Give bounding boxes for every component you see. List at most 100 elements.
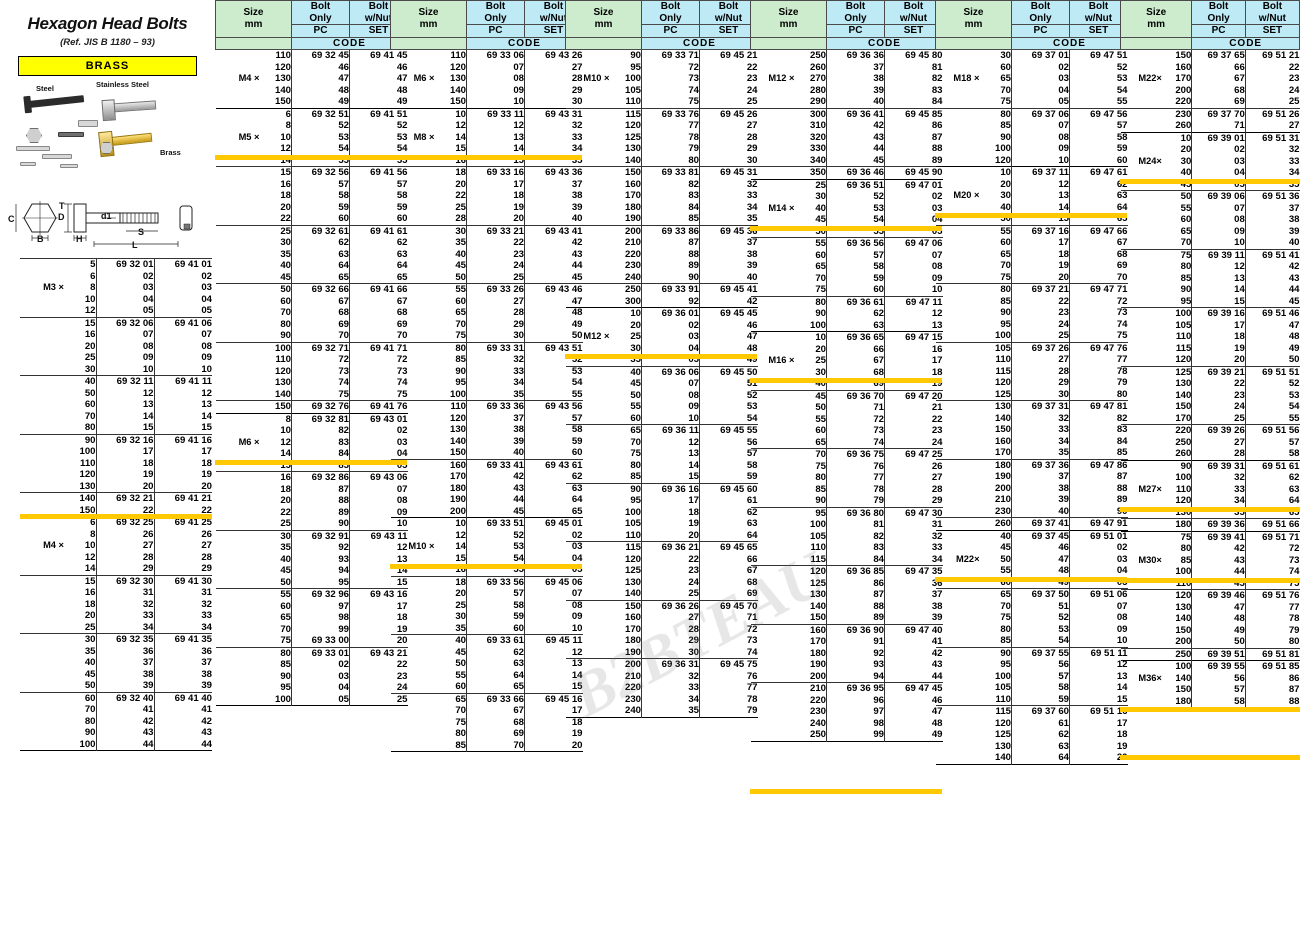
- table-row[interactable]: 5 69 32 01 69 41 01: [20, 258, 212, 271]
- table-row[interactable]: 60 02 52: [936, 61, 1128, 73]
- table-row[interactable]: 240 35 79: [566, 705, 758, 717]
- table-row[interactable]: 125 78 28: [566, 131, 758, 143]
- table-row[interactable]: 60 17 67: [936, 237, 1128, 249]
- table-row[interactable]: 65 69 33 66 69 45 16: [390, 692, 583, 705]
- table-row[interactable]: M6 × 130 08 28: [391, 73, 583, 85]
- table-row[interactable]: 80 69 69: [216, 318, 408, 330]
- table-row[interactable]: 115 28 78: [936, 365, 1128, 377]
- table-row[interactable]: 25 58 08: [391, 599, 583, 611]
- table-row[interactable]: 100 17 17: [20, 446, 212, 458]
- table-row[interactable]: 70 41 41: [20, 704, 212, 716]
- table-row[interactable]: 115 69 37 60 69 51 16: [935, 705, 1128, 718]
- table-row[interactable]: 110 27 77: [936, 354, 1128, 366]
- table-row[interactable]: 190 93 43: [751, 659, 943, 671]
- table-row[interactable]: 95 72 22: [566, 61, 758, 73]
- table-row[interactable]: 95 04 24: [216, 682, 408, 694]
- table-row[interactable]: M4 × 130 47 47: [216, 73, 408, 85]
- table-row[interactable]: 170 28 72: [566, 623, 758, 635]
- table-row[interactable]: 130 87 37: [751, 589, 943, 601]
- table-row[interactable]: 10 69 39 01 69 51 31: [1120, 131, 1300, 144]
- table-row[interactable]: 110 18 18: [20, 457, 212, 469]
- table-row[interactable]: 45 46 02: [936, 542, 1128, 554]
- table-row[interactable]: 210 32 76: [566, 670, 758, 682]
- table-row[interactable]: 40 69 36 06 69 45 50: [565, 365, 758, 378]
- table-row[interactable]: 125 86 36: [751, 577, 943, 589]
- table-row[interactable]: 120 77 27: [566, 120, 758, 132]
- table-row[interactable]: 75 69 39 11 69 51 41: [1120, 248, 1300, 261]
- table-row[interactable]: 150 57 87: [1121, 684, 1300, 696]
- table-row[interactable]: 230 34 78: [566, 693, 758, 705]
- table-row[interactable]: 100 25 75: [936, 330, 1128, 342]
- table-row[interactable]: 300 69 36 41 69 45 85: [750, 107, 943, 120]
- table-row[interactable]: 40 37 37: [20, 657, 212, 669]
- table-row[interactable]: 100 57 13: [936, 670, 1128, 682]
- table-row[interactable]: 25 90 10: [216, 518, 408, 530]
- table-row[interactable]: 20 66 16: [751, 343, 943, 355]
- table-row[interactable]: 40 14 64: [936, 201, 1128, 213]
- table-row[interactable]: 60 13 13: [20, 399, 212, 411]
- table-row[interactable]: 30 69 32 35 69 41 35: [20, 633, 212, 646]
- table-row[interactable]: 85 78 28: [751, 483, 943, 495]
- table-row[interactable]: 120 73 73: [216, 365, 408, 377]
- table-row[interactable]: 85 70 20: [391, 739, 583, 752]
- table-row[interactable]: 340 45 89: [751, 154, 943, 167]
- table-row[interactable]: 55 07 37: [1121, 202, 1300, 214]
- table-row[interactable]: 65 58 08: [751, 261, 943, 273]
- table-row[interactable]: 45 69 36 70 69 47 20: [750, 389, 943, 402]
- table-row[interactable]: 20 88 08: [216, 495, 408, 507]
- table-row[interactable]: 130 79 29: [566, 143, 758, 155]
- table-row[interactable]: 210 39 89: [936, 494, 1128, 506]
- table-row[interactable]: 310 42 86: [751, 120, 943, 132]
- table-row[interactable]: 22 18 38: [391, 190, 583, 202]
- table-row[interactable]: 130 63 19: [936, 740, 1128, 752]
- table-row[interactable]: 140 80 30: [566, 154, 758, 167]
- table-row[interactable]: 240 90 40: [566, 271, 758, 284]
- table-row[interactable]: 70 10 40: [1121, 237, 1300, 249]
- table-row[interactable]: 130 22 52: [1121, 378, 1300, 390]
- table-row[interactable]: 85 02 22: [216, 659, 408, 671]
- table-row[interactable]: 10 69 37 11 69 47 61: [935, 166, 1128, 179]
- table-row[interactable]: 85 13 43: [1121, 272, 1300, 284]
- table-row[interactable]: 230 89 39: [566, 260, 758, 272]
- table-row[interactable]: 8 26 26: [20, 528, 212, 540]
- table-row[interactable]: 80 69 19: [391, 728, 583, 740]
- table-row[interactable]: 120 61 17: [936, 717, 1128, 729]
- table-row[interactable]: 70 67 17: [391, 705, 583, 717]
- table-row[interactable]: M16 × 25 67 17: [751, 355, 943, 367]
- table-row[interactable]: 140 69 32 21 69 41 21: [20, 492, 212, 505]
- table-row[interactable]: 240 98 48: [751, 717, 943, 729]
- table-row[interactable]: 70 68 68: [216, 307, 408, 319]
- table-row[interactable]: 50 69 39 06 69 51 36: [1120, 190, 1300, 203]
- table-row[interactable]: 65 74 24: [751, 436, 943, 449]
- table-row[interactable]: 90 69 37 55 69 51 11: [935, 646, 1128, 659]
- table-row[interactable]: 190 30 74: [566, 646, 758, 659]
- table-row[interactable]: 260 69 37 41 69 47 91: [935, 517, 1128, 530]
- table-row[interactable]: 85 07 57: [936, 120, 1128, 132]
- table-row[interactable]: 90 69 33 71 69 45 21: [565, 49, 758, 62]
- table-row[interactable]: 190 44 64: [391, 494, 583, 506]
- table-row[interactable]: 35 60 10: [391, 622, 583, 635]
- table-row[interactable]: 200 45 65: [391, 505, 583, 518]
- table-row[interactable]: 260 37 81: [751, 61, 943, 73]
- table-row[interactable]: 65 98 18: [216, 612, 408, 624]
- table-row[interactable]: 110 69 33 36 69 43 56: [390, 400, 583, 413]
- table-row[interactable]: 100 69 32 71 69 41 71: [215, 341, 408, 354]
- table-row[interactable]: 120 46 46: [216, 61, 408, 73]
- table-row[interactable]: 125 23 67: [566, 565, 758, 577]
- table-row[interactable]: 70 59 09: [751, 272, 943, 284]
- table-row[interactable]: 120 37 57: [391, 412, 583, 424]
- table-row[interactable]: 70 29 49: [391, 318, 583, 330]
- table-row[interactable]: 90 33 53: [391, 365, 583, 377]
- table-row[interactable]: 150 69 36 26 69 45 70: [565, 599, 758, 612]
- table-row[interactable]: 16 69 32 86 69 43 06: [215, 471, 408, 484]
- table-row[interactable]: 50 08 52: [566, 389, 758, 401]
- table-row[interactable]: 130 69 37 31 69 47 81: [935, 400, 1128, 413]
- table-row[interactable]: 15 14 34: [391, 143, 583, 155]
- table-row[interactable]: 95 56 12: [936, 659, 1128, 671]
- table-row[interactable]: 120 22 66: [566, 553, 758, 565]
- table-row[interactable]: 180 58 88: [1121, 695, 1300, 708]
- table-row[interactable]: 210 69 36 95 69 47 45: [750, 682, 943, 695]
- table-row[interactable]: 95 34 54: [391, 377, 583, 389]
- table-row[interactable]: 40 64 64: [216, 260, 408, 272]
- table-row[interactable]: 95 69 36 80 69 47 30: [750, 506, 943, 519]
